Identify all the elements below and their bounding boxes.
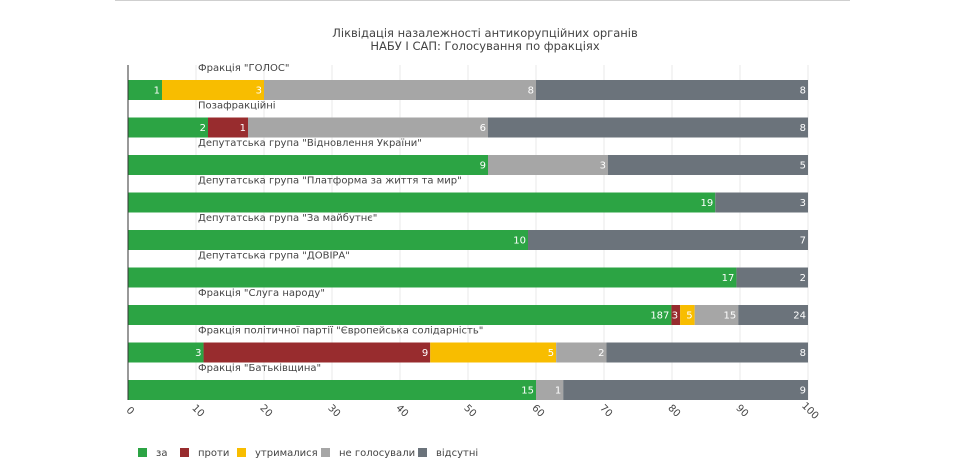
legend-label[interactable]: відсутні: [436, 447, 478, 459]
bar-segment[interactable]: [738, 305, 808, 325]
x-tick-label: 40: [393, 403, 410, 420]
bar-segment[interactable]: [671, 305, 681, 325]
category-labels: Фракція "ГОЛОС" Позафракційні Депутатська …: [198, 62, 483, 374]
data-label: 3: [256, 86, 262, 97]
data-label: 8: [800, 123, 806, 134]
legend-label[interactable]: за: [156, 448, 167, 459]
bar-segment[interactable]: [128, 155, 488, 175]
bar-segment[interactable]: [606, 342, 808, 363]
bar-segment[interactable]: [128, 380, 536, 400]
x-tick-label: 70: [597, 403, 614, 420]
bar-segment[interactable]: [128, 192, 716, 213]
x-tick-label: 100: [799, 401, 820, 422]
bar-segment[interactable]: [128, 342, 204, 363]
category-label: Фракція "ГОЛОС": [198, 62, 289, 74]
data-label: 1: [555, 386, 561, 397]
bar-segment[interactable]: [736, 267, 808, 288]
category-label: Позафракційні: [198, 100, 276, 112]
data-label: 9: [800, 386, 806, 397]
x-tick-label: 80: [665, 403, 682, 420]
data-label: 24: [793, 311, 806, 322]
data-label: 15: [724, 311, 737, 322]
data-label: 3: [600, 161, 606, 172]
data-label: 15: [521, 386, 534, 397]
legend-label[interactable]: утрималися: [255, 448, 318, 459]
bar-segment[interactable]: [264, 80, 536, 100]
data-label: 3: [800, 198, 806, 209]
x-tick-label: 60: [529, 403, 546, 420]
category-label: Фракція політичної партії "Європейська с…: [198, 325, 483, 337]
bar-segment[interactable]: [680, 305, 695, 325]
data-label: 6: [480, 123, 486, 134]
bar-segment[interactable]: [563, 380, 808, 400]
bar-segment[interactable]: [536, 380, 564, 400]
data-label: 1: [240, 123, 246, 134]
bar-segment[interactable]: [430, 342, 557, 363]
category-label: Фракція "Слуга народу": [198, 287, 325, 299]
category-label: Фракція "Батьківщина": [198, 362, 321, 374]
bar-segment[interactable]: [128, 305, 672, 325]
data-label: 2: [598, 348, 604, 359]
legend-swatch[interactable]: [321, 448, 330, 457]
x-tick-label: 90: [733, 403, 750, 420]
bar-segment[interactable]: [128, 267, 737, 288]
legend-label[interactable]: не голосували: [339, 448, 415, 459]
data-label: 2: [800, 273, 806, 284]
category-label: Депутатська група "ДОВІРА": [198, 251, 350, 262]
bar-segment[interactable]: [203, 342, 431, 363]
data-label: 5: [548, 348, 554, 359]
x-tick-label: 0: [124, 405, 136, 417]
bar-segment[interactable]: [162, 80, 264, 100]
data-label: 1: [154, 86, 160, 97]
top-divider: [115, 0, 850, 1]
data-label: 8: [528, 86, 534, 97]
data-label: 5: [800, 161, 806, 172]
chart-title: Ліквідація назалежності антикорупційних …: [332, 26, 638, 40]
data-label: 2: [200, 123, 206, 134]
bar-segment[interactable]: [715, 192, 808, 213]
bar-segment[interactable]: [248, 117, 488, 138]
bar-segment[interactable]: [536, 80, 808, 100]
legend-swatch[interactable]: [138, 448, 147, 457]
bar-segment[interactable]: [528, 230, 808, 250]
data-label: 187: [650, 311, 669, 322]
bar-segment[interactable]: [208, 117, 248, 138]
chart-subtitle: НАБУ І САП: Голосування по фракціях: [370, 39, 599, 53]
data-label: 9: [480, 161, 486, 172]
data-label: 7: [800, 236, 806, 247]
data-label: 3: [672, 311, 678, 322]
bar-segment[interactable]: [556, 342, 607, 363]
category-label: Депутатська група "Платформа за життя та…: [198, 176, 462, 187]
legend-label[interactable]: проти: [198, 448, 229, 459]
x-tick-label: 20: [257, 403, 274, 420]
x-tick-label: 50: [461, 403, 478, 420]
bar-segment[interactable]: [694, 305, 739, 325]
data-label: 8: [800, 348, 806, 359]
bar-segment[interactable]: [128, 117, 208, 138]
data-label: 17: [722, 273, 735, 284]
bar-segment[interactable]: [128, 230, 528, 250]
legend-swatch[interactable]: [180, 448, 189, 457]
bar-segment[interactable]: [488, 155, 608, 175]
data-label: 19: [701, 198, 714, 209]
data-label: 9: [422, 348, 428, 359]
legend-swatch[interactable]: [418, 448, 427, 457]
data-label: 8: [800, 86, 806, 97]
category-label: Депутатська група "Відновлення України": [198, 137, 422, 149]
category-label: Депутатська група "За майбутнє": [198, 213, 377, 224]
bar-segment[interactable]: [128, 80, 162, 100]
data-label: 5: [686, 311, 692, 322]
x-tick-label: 30: [325, 403, 342, 420]
x-tick-label: 10: [189, 403, 206, 420]
legend: за проти утрималися не голосували відсутні: [138, 447, 478, 459]
data-label: 3: [195, 348, 201, 359]
bar-segment[interactable]: [488, 117, 808, 138]
legend-swatch[interactable]: [237, 448, 246, 457]
bar-segment[interactable]: [608, 155, 808, 175]
data-label: 10: [513, 236, 526, 247]
